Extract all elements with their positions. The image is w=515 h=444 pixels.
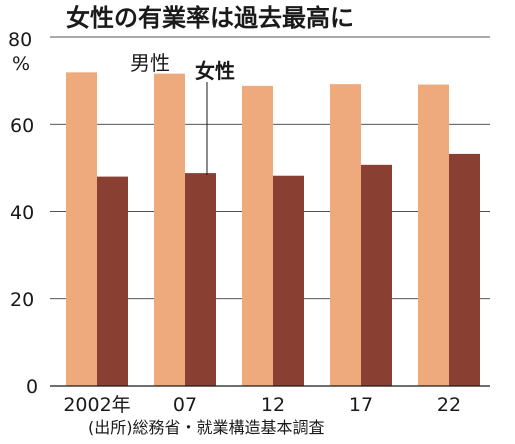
bar-female-0 [97, 176, 128, 386]
y-unit-label: % [12, 53, 30, 75]
legend-label-female: 女性 [195, 59, 235, 83]
x-tick-labels: 2002年 07 12 17 22 [63, 394, 461, 416]
bar-male-4 [418, 84, 449, 387]
chart-title: 女性の有業率は過去最高に [66, 4, 354, 32]
bars [66, 72, 480, 387]
x-tick-label-4: 22 [437, 394, 461, 416]
bar-male-1 [154, 73, 185, 387]
y-tick-label-0: 0 [26, 376, 38, 398]
source-note: (出所)総務省・就業構造基本調査 [88, 418, 325, 437]
x-tick-label-1: 07 [173, 394, 197, 416]
bar-male-0 [66, 72, 97, 387]
x-tick-label-0: 2002年 [63, 394, 130, 416]
bar-female-1 [185, 173, 216, 386]
bar-female-4 [449, 153, 480, 386]
bar-male-2 [242, 85, 273, 387]
y-tick-label-40: 40 [10, 202, 34, 224]
y-tick-label-20: 20 [10, 289, 34, 311]
legend-label-male: 男性 [130, 51, 170, 75]
x-tick-label-2: 12 [261, 394, 285, 416]
bar-female-2 [273, 175, 304, 386]
y-tick-label-80: 80 [8, 29, 32, 51]
x-tick-label-3: 17 [349, 394, 373, 416]
bar-female-3 [361, 164, 392, 386]
bar-male-3 [330, 84, 361, 387]
y-tick-label-60: 60 [10, 115, 34, 137]
